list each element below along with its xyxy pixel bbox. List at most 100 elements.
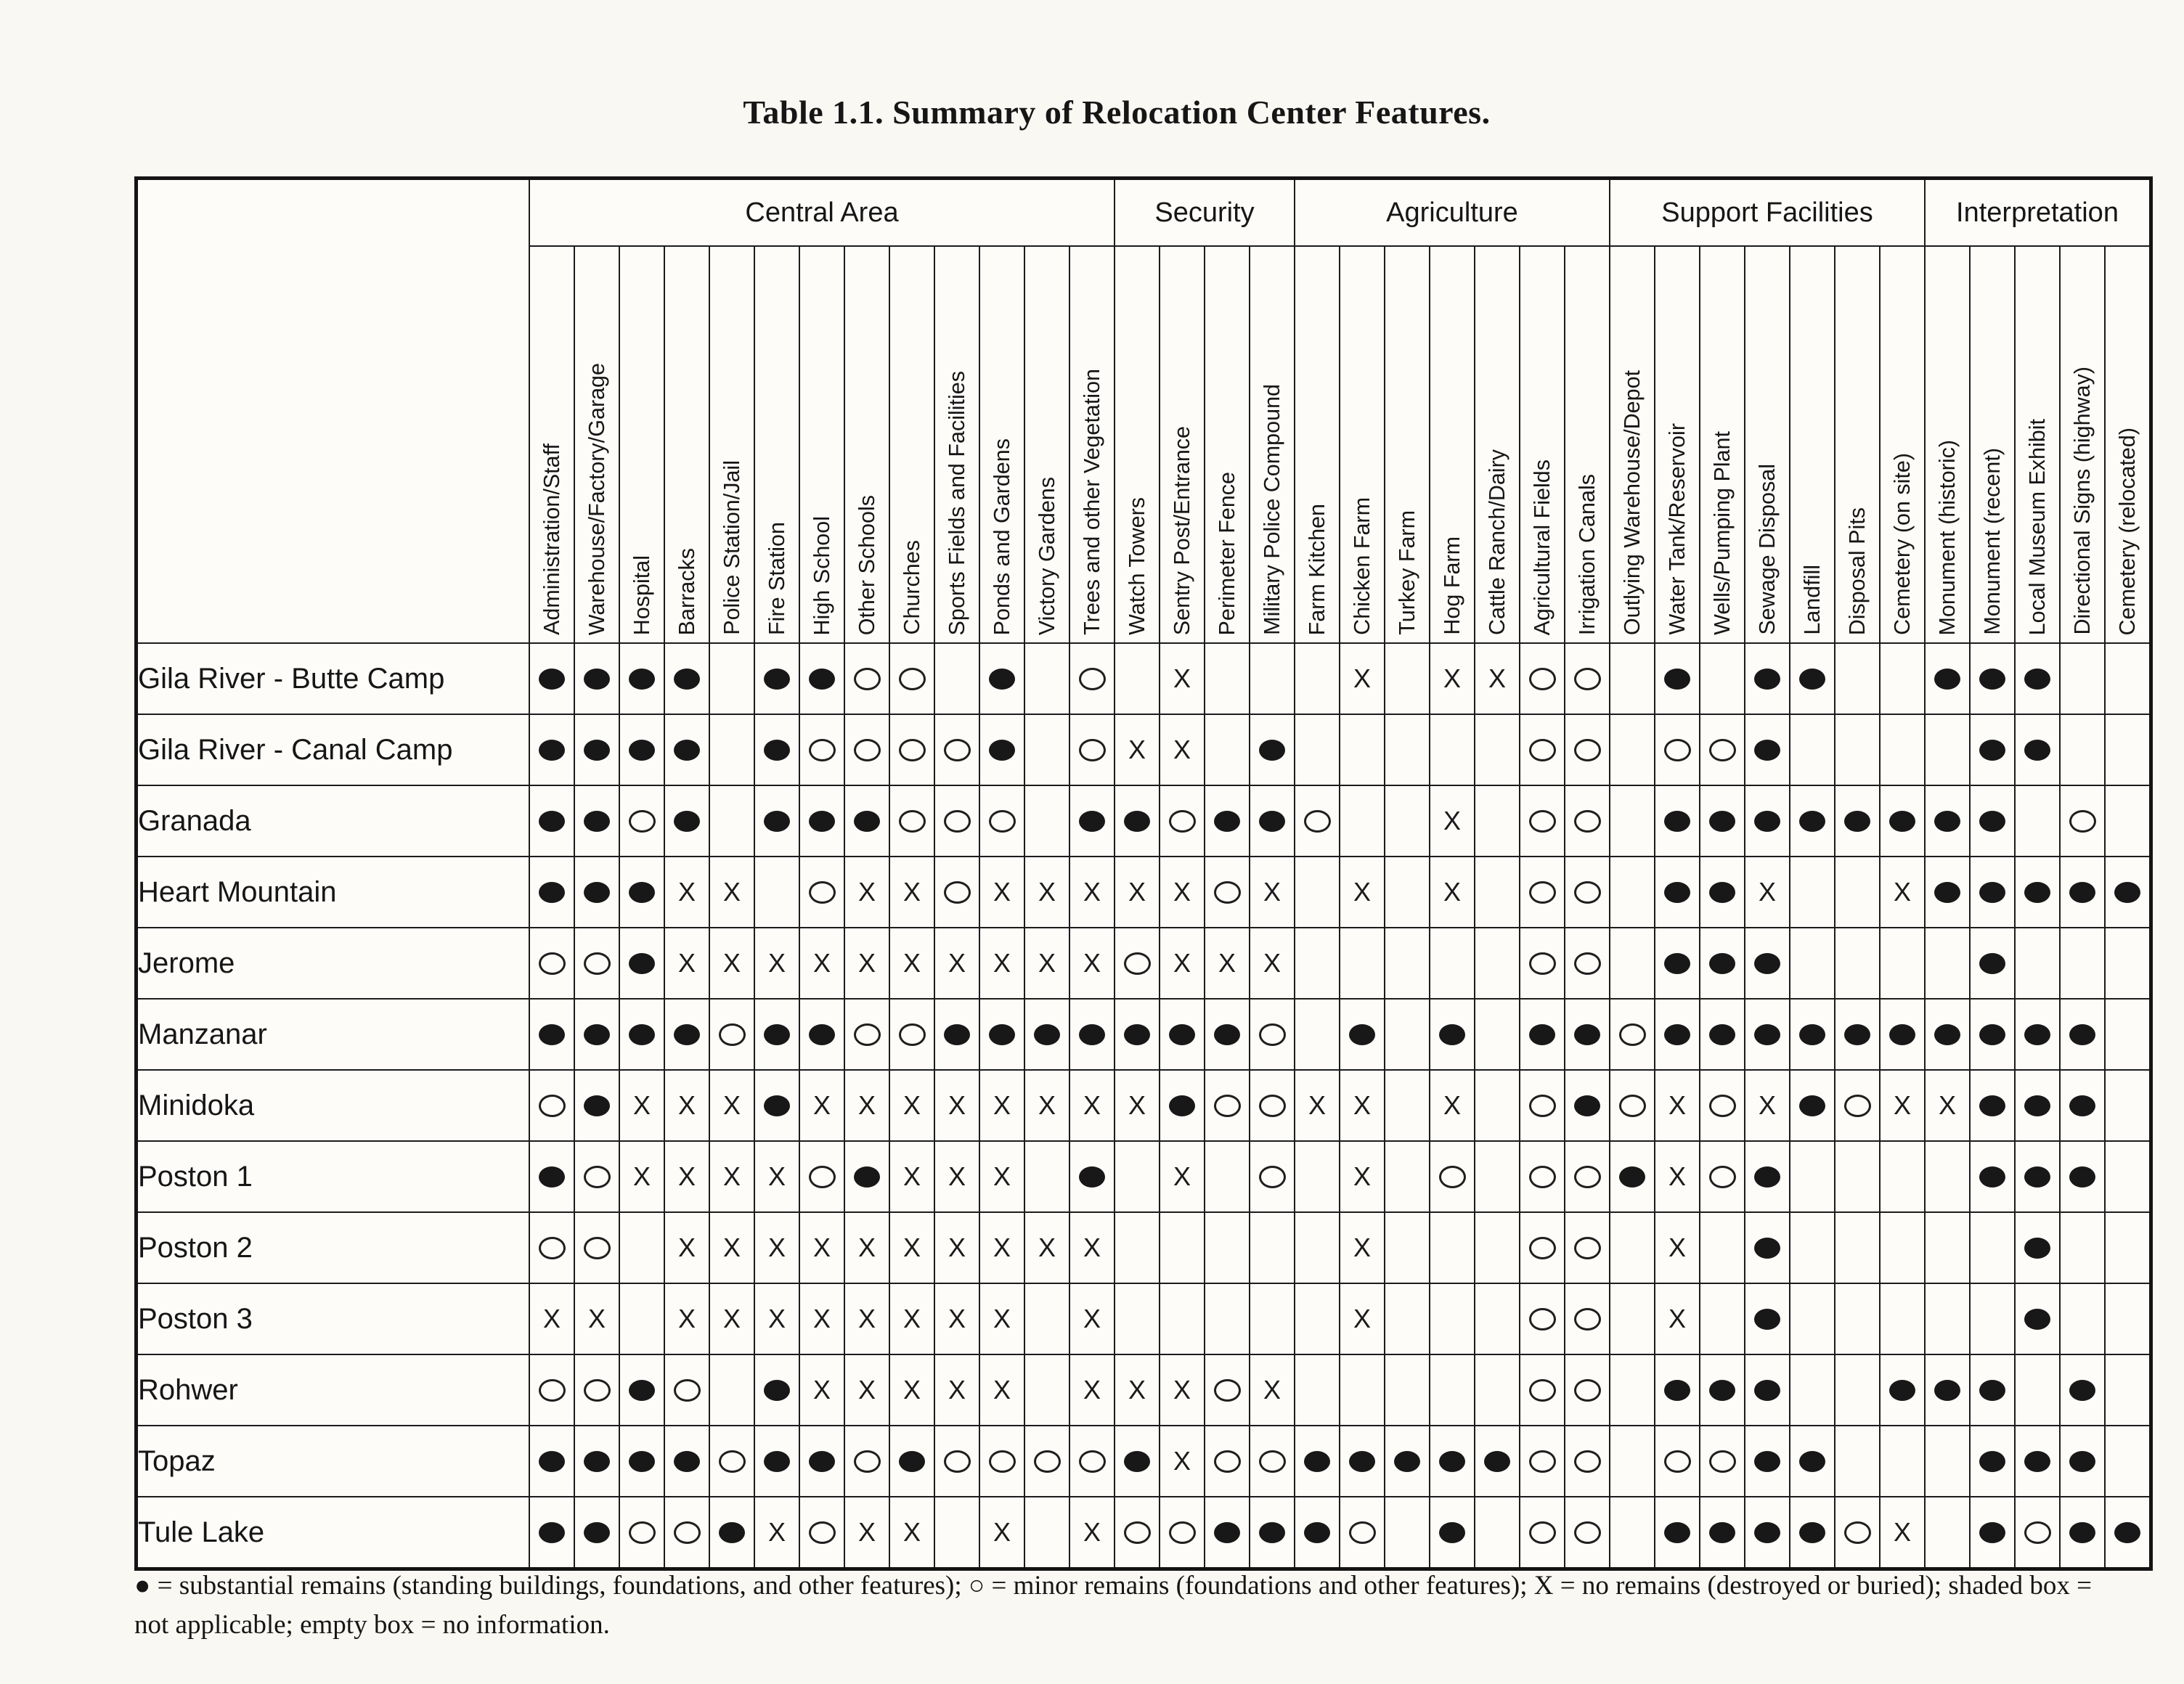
table-cell: [619, 1354, 665, 1426]
table-cell: [1789, 1283, 1835, 1355]
table-cell: X: [979, 1140, 1025, 1213]
filled-circle-icon: [1979, 952, 2005, 974]
x-mark-icon: X: [857, 1304, 876, 1333]
table-cell: [1294, 642, 1340, 715]
table-cell: X: [844, 856, 890, 928]
open-circle-icon: [718, 1450, 746, 1473]
column-header-landfill: Landfill: [1789, 245, 1835, 644]
column-header-label: Watch Towers: [1124, 497, 1149, 635]
filled-circle-icon: [629, 881, 655, 903]
column-header-label: Military Police Compound: [1259, 384, 1284, 635]
open-circle-icon: [1528, 1165, 1556, 1188]
x-mark-icon: X: [993, 948, 1011, 978]
column-header-irrigation-canals: Irrigation Canals: [1564, 245, 1610, 644]
table-cell: [2104, 714, 2152, 786]
filled-circle-icon: [764, 810, 790, 832]
table-cell: [529, 642, 575, 715]
table-cell: [799, 1496, 845, 1570]
table-cell: X: [979, 927, 1025, 1000]
table-cell: [1339, 1354, 1385, 1426]
column-header-high-school: High School: [799, 245, 845, 644]
table-cell: [1699, 998, 1745, 1071]
table-cell: [1204, 1140, 1250, 1213]
table-cell: [1249, 642, 1295, 715]
open-circle-icon: [1528, 1378, 1556, 1402]
filled-circle-icon: [854, 810, 880, 832]
table-cell: [2014, 998, 2061, 1071]
table-cell: [889, 714, 935, 786]
table-cell: [1294, 1211, 1340, 1284]
table-cell: [889, 785, 935, 857]
table-cell: [1384, 785, 1430, 857]
table-cell: [1024, 1140, 1070, 1213]
table-cell: [1114, 1211, 1160, 1284]
x-mark-icon: X: [767, 1233, 786, 1262]
table-cell: [1339, 785, 1385, 857]
open-circle-icon: [1573, 667, 1601, 690]
open-circle-icon: [1168, 809, 1196, 833]
table-cell: [934, 642, 980, 715]
table-cell: X: [1654, 1140, 1700, 1213]
column-header-farm-kitchen: Farm Kitchen: [1294, 245, 1340, 644]
table-cell: [1654, 856, 1700, 928]
table-cell: [529, 856, 575, 928]
filled-circle-icon: [1979, 1166, 2005, 1188]
filled-circle-icon: [2069, 1450, 2095, 1472]
x-mark-icon: X: [902, 1517, 921, 1547]
table-cell: [1789, 1496, 1835, 1570]
filled-circle-icon: [2024, 739, 2050, 761]
x-mark-icon: X: [902, 1233, 921, 1262]
filled-circle-icon: [1799, 1521, 1825, 1543]
table-cell: [2059, 1283, 2106, 1355]
open-circle-icon: [2069, 809, 2096, 833]
column-header-hospital: Hospital: [619, 245, 665, 644]
table-cell: [844, 1425, 890, 1497]
x-mark-icon: X: [1218, 948, 1236, 978]
x-mark-icon: X: [948, 1090, 966, 1120]
filled-circle-icon: [1169, 1023, 1195, 1045]
filled-circle-icon: [989, 1023, 1015, 1045]
table-row-manzanar: Manzanar: [135, 998, 2152, 1071]
table-cell: [1384, 1496, 1430, 1570]
table-cell: [1114, 998, 1160, 1071]
x-mark-icon: X: [993, 1090, 1011, 1120]
x-mark-icon: X: [1353, 1161, 1371, 1191]
filled-circle-icon: [1439, 1450, 1465, 1472]
column-header-local-museum-exhibit: Local Museum Exhibit: [2014, 245, 2061, 644]
filled-circle-icon: [764, 1023, 790, 1045]
filled-circle-icon: [1214, 1023, 1240, 1045]
x-mark-icon: X: [1038, 1233, 1056, 1262]
table-cell: [1564, 1283, 1610, 1355]
open-circle-icon: [1528, 1307, 1556, 1331]
column-header-label: Disposal Pits: [1844, 507, 1870, 635]
table-cell: [1384, 1283, 1430, 1355]
table-cell: X: [1654, 1211, 1700, 1284]
x-mark-icon: X: [993, 1517, 1011, 1547]
open-circle-icon: [1573, 1307, 1601, 1331]
x-mark-icon: X: [993, 1161, 1011, 1191]
table-cell: [619, 927, 665, 1000]
table-cell: [2104, 1069, 2152, 1142]
table-cell: X: [1429, 642, 1475, 715]
table-cell: [1564, 1425, 1610, 1497]
group-header-interpretation: Interpretation: [1924, 177, 2152, 247]
table-cell: [2059, 1354, 2106, 1426]
table-cell: [619, 1211, 665, 1284]
open-circle-icon: [1618, 1094, 1646, 1117]
filled-circle-icon: [2024, 1450, 2050, 1472]
table-cell: [1834, 998, 1881, 1071]
table-cell: [574, 856, 620, 928]
filled-circle-icon: [674, 810, 700, 832]
x-mark-icon: X: [1038, 948, 1056, 978]
filled-circle-icon: [1124, 1450, 1150, 1472]
open-circle-icon: [853, 1450, 881, 1473]
filled-circle-icon: [2069, 1521, 2095, 1543]
open-circle-icon: [1573, 952, 1601, 975]
table-cell: [1429, 1496, 1475, 1570]
table-cell: [1339, 1425, 1385, 1497]
open-circle-icon: [583, 952, 611, 975]
group-header-central-area: Central Area: [529, 177, 1115, 247]
table-cell: [1744, 927, 1790, 1000]
table-cell: [1924, 1140, 1971, 1213]
x-mark-icon: X: [1893, 877, 1911, 907]
